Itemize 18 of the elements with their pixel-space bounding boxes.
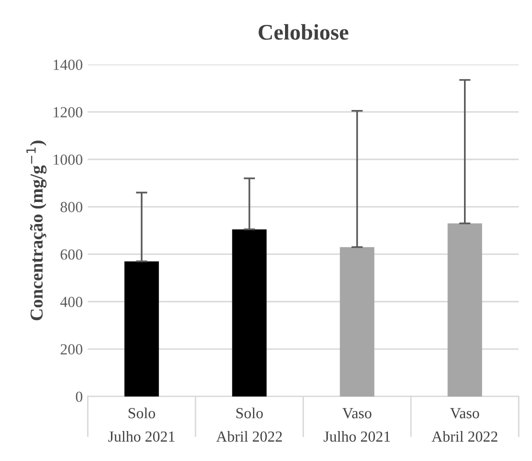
bar	[340, 247, 374, 396]
bar	[448, 223, 482, 396]
y-tick-label: 0	[76, 392, 82, 402]
y-axis-title: Concentração (mg/g$^{−1}$)	[26, 140, 47, 320]
x-tick-label: Solo Abril 2022	[216, 408, 282, 442]
y-tick-label: 1000	[54, 154, 82, 165]
x-tick-label: Vaso Abril 2022	[432, 408, 498, 442]
chart-title: Celobiose	[258, 24, 348, 40]
y-tick-label: 200	[60, 344, 82, 354]
x-tick-label: Solo Julho 2021	[108, 408, 174, 442]
y-tick-label: 1200	[54, 107, 82, 118]
y-tick-label: 400	[60, 296, 82, 308]
y-tick-label: 800	[60, 202, 82, 212]
y-tick-label: 600	[60, 249, 82, 260]
y-tick-label: 1400	[54, 60, 82, 70]
bar	[232, 229, 267, 396]
x-tick-label: Vaso Julho 2021	[324, 408, 390, 442]
bar	[124, 261, 159, 396]
